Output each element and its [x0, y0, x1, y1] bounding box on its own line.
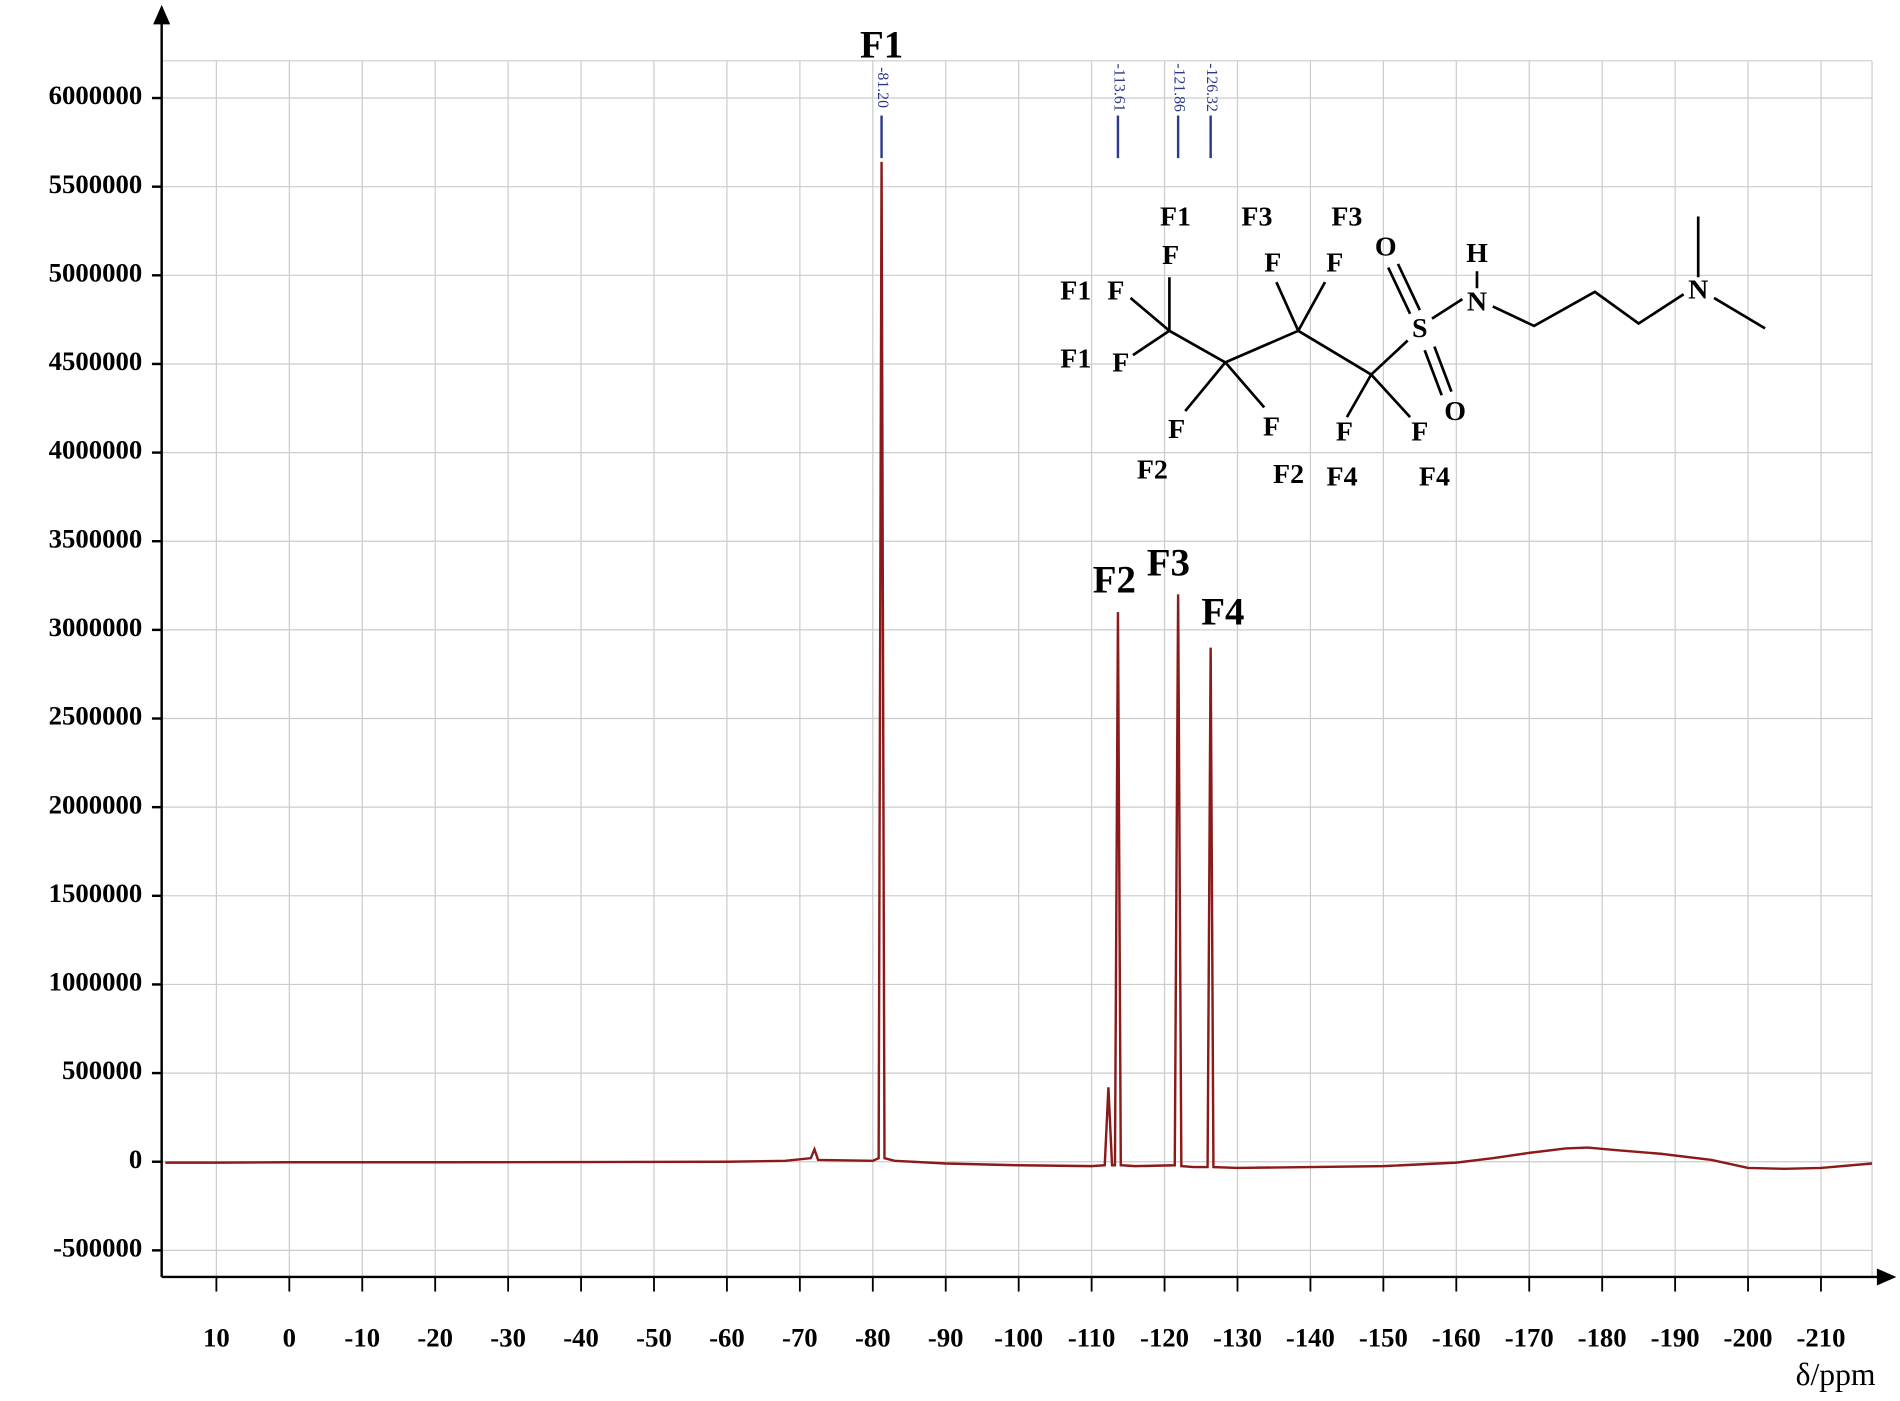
bond	[1168, 329, 1226, 364]
peak-name: F4	[1201, 590, 1244, 633]
y-tick-label: 5500000	[49, 169, 143, 199]
x-tick-label: -170	[1505, 1322, 1554, 1352]
peak-shift-label: -113.61	[1110, 63, 1127, 111]
bond	[1129, 296, 1171, 332]
structure-label: F	[1168, 414, 1185, 445]
structure-label: F1	[1160, 201, 1191, 232]
structure-label: O	[1444, 396, 1466, 427]
structure-label: F	[1112, 347, 1129, 378]
x-tick-label: -130	[1213, 1322, 1262, 1352]
peak-shift-label: -126.32	[1203, 63, 1220, 112]
y-tick-label: 1000000	[49, 967, 143, 997]
structure-label: N	[1467, 286, 1487, 317]
bond	[1184, 361, 1227, 412]
x-axis-arrow	[1876, 1268, 1897, 1286]
structure-label: F1	[1060, 344, 1091, 375]
structure-label: F	[1336, 417, 1353, 448]
structure-label: H	[1466, 238, 1488, 269]
x-tick-label: -180	[1578, 1322, 1627, 1352]
structure-label: F	[1264, 248, 1281, 279]
x-tick-label: 10	[203, 1322, 230, 1352]
y-tick-label: 500000	[62, 1055, 142, 1085]
structure-label: F4	[1327, 462, 1358, 493]
bond	[1224, 361, 1266, 409]
bond	[1431, 298, 1464, 320]
peak-name: F1	[860, 24, 903, 67]
structure-label: F	[1411, 417, 1428, 448]
y-tick-label: -500000	[53, 1232, 142, 1262]
bond	[1345, 373, 1373, 418]
structure-label: F2	[1273, 459, 1304, 490]
structure-label: F4	[1419, 462, 1450, 493]
bond	[1433, 346, 1453, 393]
bond	[1297, 281, 1327, 332]
y-tick-label: 6000000	[49, 80, 143, 110]
bond	[1396, 263, 1422, 311]
x-tick-label: -150	[1359, 1322, 1408, 1352]
bond	[1370, 339, 1409, 376]
x-axis-label: δ/ppm	[1796, 1357, 1876, 1392]
structure-label: F3	[1331, 201, 1362, 232]
bond	[1492, 290, 1685, 328]
x-tick-label: -110	[1068, 1322, 1116, 1352]
x-tick-label: -40	[563, 1322, 599, 1352]
x-tick-label: -140	[1286, 1322, 1335, 1352]
x-tick-label: -10	[344, 1322, 380, 1352]
x-tick-label: -70	[782, 1322, 818, 1352]
y-tick-label: 5000000	[49, 257, 143, 287]
x-tick-label: -190	[1651, 1322, 1700, 1352]
y-tick-label: 3000000	[49, 612, 143, 642]
x-tick-label: -20	[417, 1322, 453, 1352]
bond	[1275, 281, 1300, 332]
structure-label: F2	[1137, 454, 1168, 485]
x-tick-label: -60	[709, 1322, 745, 1352]
x-tick-label: -80	[855, 1322, 891, 1352]
x-tick-label: -30	[490, 1322, 526, 1352]
y-tick-label: 1500000	[49, 878, 143, 908]
structure-label: S	[1412, 313, 1428, 344]
y-tick-label: 2500000	[49, 701, 143, 731]
y-tick-label: 4000000	[49, 435, 143, 465]
structure-label: F	[1263, 412, 1280, 443]
peak-name: F3	[1147, 542, 1190, 585]
structure-label: F	[1162, 240, 1179, 271]
bond	[1132, 329, 1171, 357]
peak-name: F2	[1093, 559, 1136, 602]
x-tick-label: -90	[928, 1322, 964, 1352]
bond	[1423, 349, 1443, 396]
bond	[1387, 266, 1412, 315]
structure-label: O	[1375, 232, 1397, 263]
bond	[1297, 329, 1372, 376]
y-tick-label: 0	[129, 1144, 142, 1174]
structure-label: F1	[1060, 276, 1091, 307]
structure-label: F	[1107, 276, 1124, 307]
x-tick-label: -160	[1432, 1322, 1481, 1352]
x-tick-label: -50	[636, 1322, 672, 1352]
structure-label: N	[1688, 274, 1708, 305]
bond	[1224, 329, 1299, 364]
structure-label: F	[1326, 248, 1343, 279]
peak-shift-label: -121.86	[1170, 63, 1187, 112]
y-axis-arrow	[153, 4, 171, 25]
grid	[161, 60, 1873, 1277]
x-tick-label: -200	[1724, 1322, 1773, 1352]
peak-shift-label: -81.20	[874, 67, 891, 108]
x-tick-label: 0	[283, 1322, 296, 1352]
y-tick-label: 2000000	[49, 789, 143, 819]
bond	[1370, 373, 1412, 419]
y-tick-label: 3500000	[49, 523, 143, 553]
x-tick-label: -100	[994, 1322, 1043, 1352]
y-tick-label: 4500000	[49, 346, 143, 376]
bond	[1713, 296, 1766, 330]
structure-label: F3	[1241, 201, 1272, 232]
x-tick-label: -210	[1796, 1322, 1845, 1352]
spectrum-line	[165, 161, 1873, 1171]
x-tick-label: -120	[1140, 1322, 1189, 1352]
